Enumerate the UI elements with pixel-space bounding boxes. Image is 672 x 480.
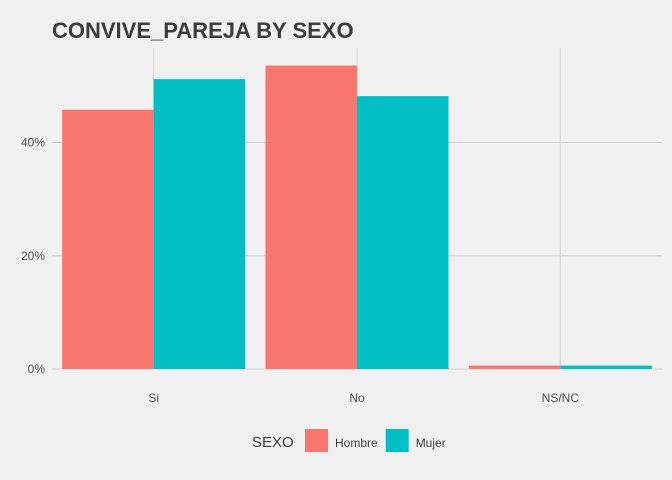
x-tick-label: No [349,391,365,405]
x-tick-label: NS/NC [542,391,580,405]
y-tick-label: 0% [28,362,46,376]
bar-mujer-1 [357,96,449,369]
legend-label-hombre: Hombre [335,436,378,450]
legend-title: SEXO [252,434,294,451]
bar-mujer-2 [560,365,652,369]
bar-hombre-0 [62,109,154,370]
legend-key-hombre [305,429,328,452]
bars [62,65,652,370]
axes: 0% 20% 40% Si No NS/NC [21,136,579,405]
bar-hombre-2 [468,365,561,369]
legend-key-mujer [385,429,409,452]
y-tick-label: 40% [21,136,45,150]
bar-hombre-1 [265,65,357,369]
chart-title: CONVIVE_PAREJA BY SEXO [52,18,354,43]
legend-label-mujer: Mujer [416,436,446,450]
y-tick-label: 20% [21,249,45,263]
bar-mujer-0 [153,79,246,369]
legend: SEXO Hombre Mujer [252,429,446,452]
x-tick-label: Si [148,391,159,405]
